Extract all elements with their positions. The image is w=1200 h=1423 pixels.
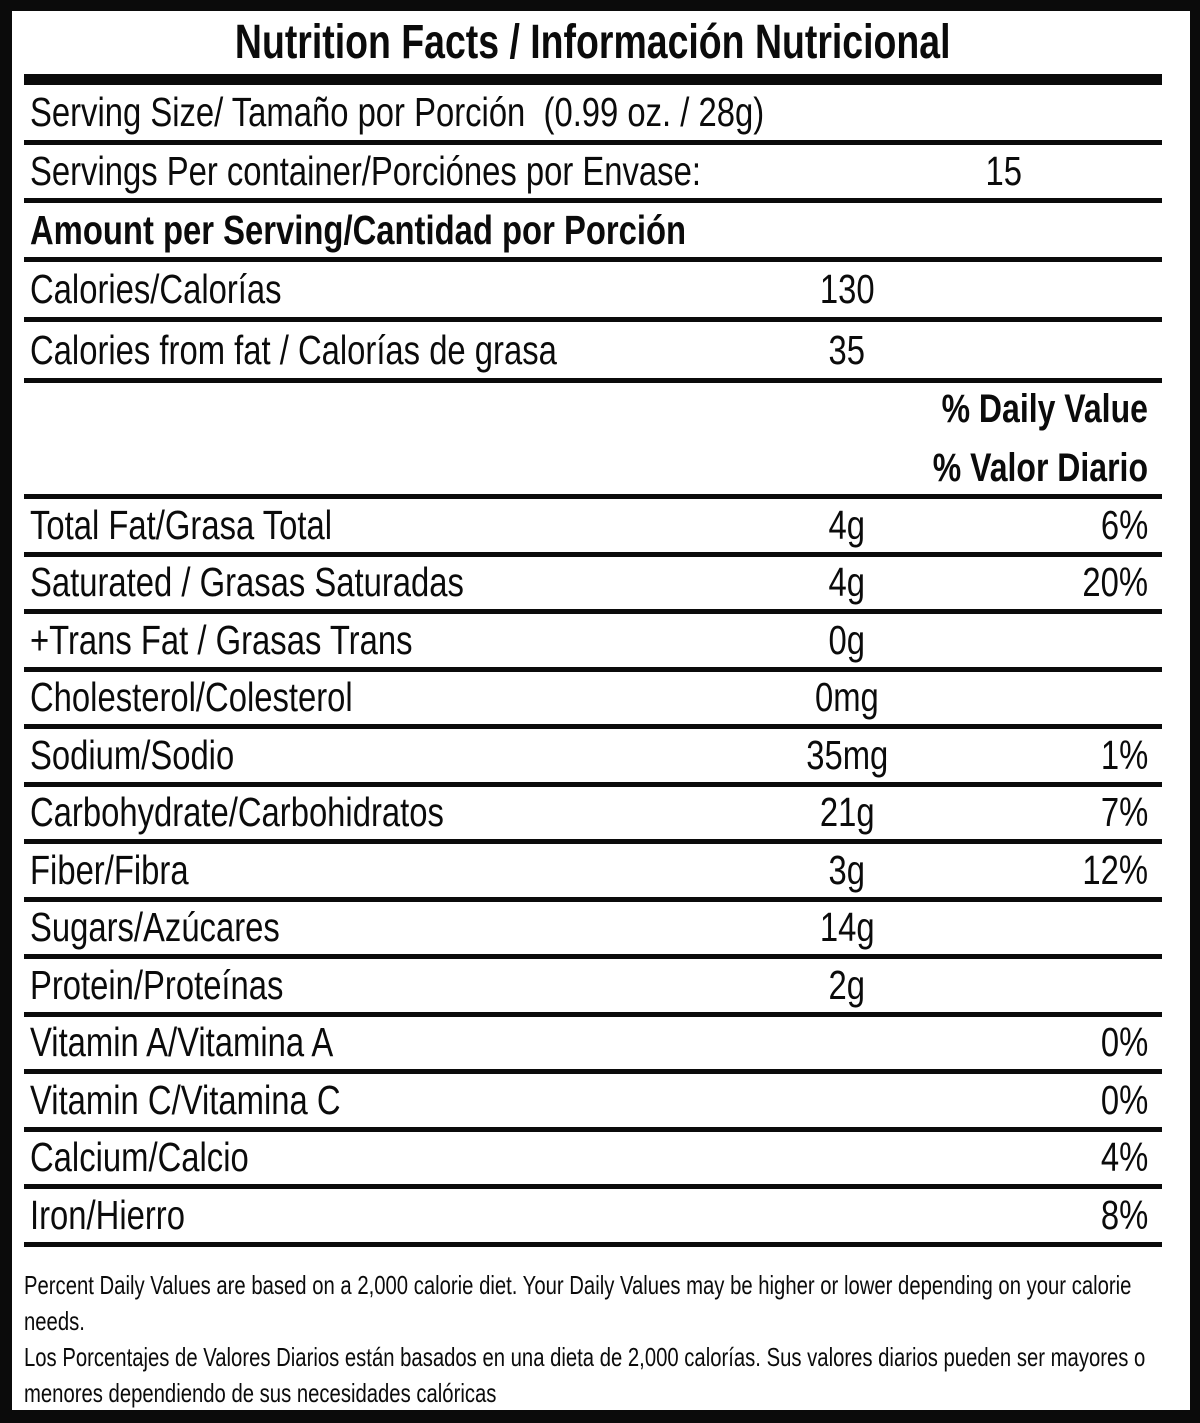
daily-value-header-block: % Daily Value % Valor Diario (24, 383, 1162, 499)
nutrient-row-fiber: Fiber/Fibra 3g 12% (24, 844, 1162, 902)
amount-per-serving-header: Amount per Serving/Cantidad por Porción (30, 206, 687, 253)
footnote-en: Percent Daily Values are based on a 2,00… (24, 1269, 1132, 1336)
nutrient-amount: 4g (828, 559, 866, 606)
calories-value: 130 (819, 266, 875, 312)
nutrient-row-sugars: Sugars/Azúcares 14g (24, 902, 1162, 959)
footnote-section: Percent Daily Values are based on a 2,00… (24, 1247, 1162, 1411)
nutrient-row-trans-fat: +Trans Fat / Grasas Trans 0g (24, 614, 1162, 672)
nutrient-label: Cholesterol/Colesterol (30, 674, 353, 721)
nutrient-amount: 35mg (805, 731, 889, 778)
nutrient-label: +Trans Fat / Grasas Trans (30, 616, 413, 663)
servings-per-container-row: Servings Per container/Porciónes por Env… (24, 145, 1162, 203)
nutrient-daily-value: 6% (1100, 501, 1148, 548)
daily-value-header-en: % Daily Value (941, 386, 1148, 431)
nutrient-amount: 21g (819, 789, 875, 836)
amount-per-serving-header-row: Amount per Serving/Cantidad por Porción (24, 203, 1162, 262)
nutrient-label: Carbohydrate/Carbohidratos (30, 789, 444, 836)
nutrient-row-cholesterol: Cholesterol/Colesterol 0mg (24, 672, 1162, 729)
servings-per-container-label: Servings Per container/Porciónes por Env… (30, 148, 701, 194)
serving-size-text: Serving Size/ Tamaño por Porción (0.99 o… (30, 89, 765, 135)
nutrient-amount: 14g (819, 904, 875, 951)
nutrient-row-saturated-fat: Saturated / Grasas Saturadas 4g 20% (24, 557, 1162, 614)
nutrient-row-calcium: Calcium/Calcio 4% (24, 1132, 1162, 1189)
serving-size-row: Serving Size/ Tamaño por Porción (0.99 o… (24, 85, 1162, 145)
nutrient-daily-value: 4% (1100, 1134, 1148, 1181)
servings-per-container-value: 15 (985, 148, 1022, 194)
nutrient-row-vitamin-c: Vitamin C/Vitamina C 0% (24, 1074, 1162, 1132)
nutrient-label: Protein/Proteínas (30, 961, 284, 1008)
nutrient-daily-value: 1% (1100, 731, 1148, 778)
nutrient-amount: 0g (828, 616, 866, 663)
nutrient-daily-value: 8% (1100, 1191, 1148, 1238)
calories-label: Calories/Calorías (30, 266, 282, 312)
title-divider-bar (24, 74, 1162, 85)
footnote-es: Los Porcentajes de Valores Diarios están… (24, 1341, 1146, 1408)
nutrient-row-total-fat: Total Fat/Grasa Total 4g 6% (24, 499, 1162, 557)
nutrient-label: Sugars/Azúcares (30, 904, 280, 951)
nutrient-label: Saturated / Grasas Saturadas (30, 559, 464, 606)
nutrient-row-vitamin-a: Vitamin A/Vitamina A 0% (24, 1017, 1162, 1074)
nutrient-label: Iron/Hierro (30, 1191, 185, 1238)
calories-from-fat-row: Calories from fat / Calorías de grasa 35 (24, 322, 1162, 383)
nutrient-amount: 3g (828, 846, 866, 893)
calories-row: Calories/Calorías 130 (24, 262, 1162, 322)
nutrient-amount: 2g (828, 961, 866, 1008)
nutrient-row-sodium: Sodium/Sodio 35mg 1% (24, 729, 1162, 787)
label-title-row: Nutrition Facts / Información Nutriciona… (24, 11, 1162, 74)
nutrient-label: Total Fat/Grasa Total (30, 501, 333, 548)
nutrient-label: Sodium/Sodio (30, 731, 235, 778)
calories-from-fat-label: Calories from fat / Calorías de grasa (30, 326, 557, 373)
nutrient-row-protein: Protein/Proteínas 2g (24, 959, 1162, 1017)
nutrient-label: Vitamin A/Vitamina A (30, 1019, 334, 1066)
nutrient-row-carbohydrate: Carbohydrate/Carbohidratos 21g 7% (24, 787, 1162, 844)
nutrient-daily-value: 7% (1100, 789, 1148, 836)
nutrient-label: Fiber/Fibra (30, 846, 189, 893)
nutrient-amount: 0mg (815, 674, 879, 721)
nutrient-label: Calcium/Calcio (30, 1134, 249, 1181)
nutrient-daily-value: 12% (1082, 846, 1148, 893)
nutrient-label: Vitamin C/Vitamina C (30, 1076, 341, 1123)
nutrient-daily-value: 0% (1100, 1019, 1148, 1066)
daily-value-header-es: % Valor Diario (932, 445, 1148, 490)
label-title: Nutrition Facts / Información Nutriciona… (235, 16, 951, 69)
nutrient-row-iron: Iron/Hierro 8% (24, 1189, 1162, 1247)
nutrient-daily-value: 20% (1082, 559, 1148, 606)
nutrient-amount: 4g (828, 501, 866, 548)
nutrient-daily-value: 0% (1100, 1076, 1148, 1123)
calories-from-fat-value: 35 (828, 326, 866, 373)
